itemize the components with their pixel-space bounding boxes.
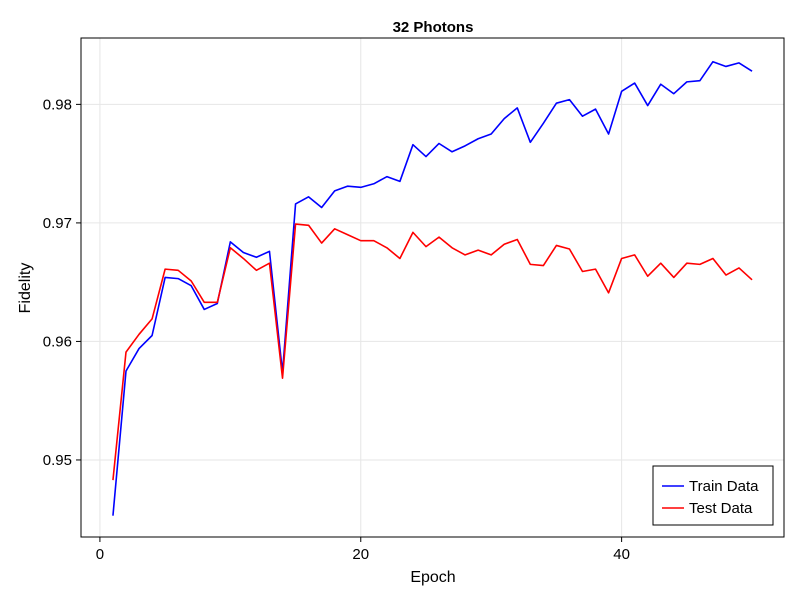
x-tick-label: 40 <box>613 546 630 563</box>
y-axis-ticks: 0.95 0.96 0.97 0.98 <box>43 96 81 469</box>
x-axis-label: Epoch <box>410 569 455 586</box>
series-line-test <box>112 223 753 481</box>
series-layer <box>112 60 753 516</box>
chart-title: 32 Photons <box>393 19 474 36</box>
x-axis-ticks: 0 20 40 <box>96 537 630 563</box>
x-tick-label: 0 <box>96 546 104 563</box>
legend: Train Data Test Data <box>652 465 774 526</box>
legend-label-train: Train Data <box>689 478 759 495</box>
legend-box <box>652 465 774 526</box>
plot-frame <box>80 37 785 538</box>
y-tick-label: 0.97 <box>43 215 72 232</box>
y-tick-label: 0.95 <box>43 452 72 469</box>
series-line-train <box>112 60 753 516</box>
grid <box>81 38 784 537</box>
legend-label-test: Test Data <box>689 500 753 517</box>
y-axis-label: Fidelity <box>17 263 34 314</box>
x-tick-label: 20 <box>352 546 369 563</box>
y-tick-label: 0.96 <box>43 333 72 350</box>
y-tick-label: 0.98 <box>43 96 72 113</box>
